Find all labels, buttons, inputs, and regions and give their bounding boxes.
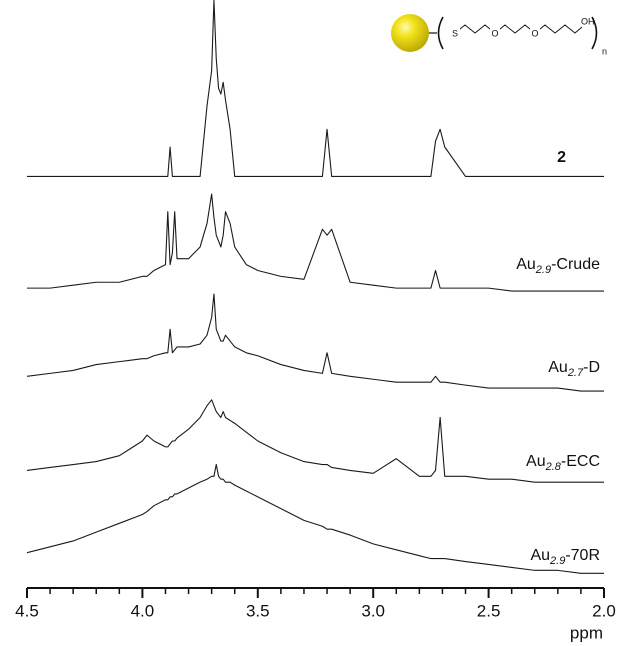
label-part: Au (530, 547, 550, 564)
label-part: Au (548, 359, 568, 376)
label-subscript: 2.9 (535, 264, 551, 276)
atom-label: O (531, 28, 538, 38)
repeat-subscript: n (602, 46, 607, 56)
series-label: Au2.8-ECC (526, 453, 600, 473)
label-subscript: 2.8 (545, 461, 562, 473)
series-label: Au2.7-D (548, 359, 600, 379)
atom-label: S (452, 28, 458, 38)
label-part: -D (583, 359, 600, 376)
spectrum-line (26, 399, 604, 483)
label-part: -ECC (561, 453, 600, 470)
gold-particle (391, 14, 429, 52)
label-part: Au (516, 256, 536, 273)
bracket-right (591, 16, 598, 50)
label-part: -70R (565, 547, 600, 564)
x-tick-label: 3.0 (361, 601, 385, 620)
x-tick-label: 4.5 (15, 601, 39, 620)
atom-label: O (491, 28, 498, 38)
x-tick-label: 3.5 (246, 601, 270, 620)
label-subscript: 2.9 (549, 555, 565, 567)
bracket-left (437, 16, 444, 50)
series-label: Au2.9-70R (530, 547, 600, 567)
x-tick-label: 2.0 (592, 601, 616, 620)
chain (454, 24, 583, 34)
spectrum-line (27, 0, 604, 177)
spectrum-line (27, 193, 604, 292)
atom-label: OH (581, 16, 595, 26)
series-label: Au2.9-Crude (516, 256, 600, 276)
spectrum-line (26, 293, 604, 392)
label-subscript: 2.7 (567, 367, 584, 379)
series-label: 2 (557, 149, 566, 166)
label-part: -Crude (551, 256, 600, 273)
label-part: Au (526, 453, 546, 470)
x-axis-label: ppm (570, 623, 603, 642)
spectrum-line (26, 463, 604, 574)
x-tick-label: 4.0 (131, 601, 155, 620)
structure-icon: S O O OH n (391, 14, 607, 56)
x-tick-label: 2.5 (477, 601, 501, 620)
